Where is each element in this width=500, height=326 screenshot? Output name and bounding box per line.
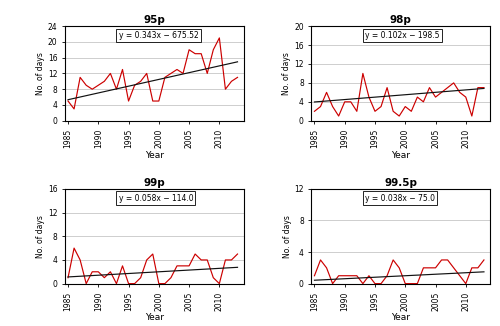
X-axis label: Year: Year	[145, 151, 164, 159]
Title: 99.5p: 99.5p	[384, 178, 417, 188]
Y-axis label: No. of days: No. of days	[36, 52, 45, 95]
X-axis label: Year: Year	[391, 313, 410, 322]
Y-axis label: No. of days: No. of days	[282, 52, 292, 95]
Text: y = 0.038x − 75.0: y = 0.038x − 75.0	[365, 194, 435, 203]
Y-axis label: No. of days: No. of days	[36, 215, 45, 258]
X-axis label: Year: Year	[391, 151, 410, 159]
X-axis label: Year: Year	[145, 313, 164, 322]
Text: y = 0.102x − 198.5: y = 0.102x − 198.5	[365, 31, 440, 40]
Title: 99p: 99p	[144, 178, 165, 188]
Text: y = 0.343x − 675.52: y = 0.343x − 675.52	[118, 31, 198, 40]
Title: 98p: 98p	[390, 15, 411, 25]
Y-axis label: No. of days: No. of days	[282, 215, 292, 258]
Text: y = 0.058x − 114.0: y = 0.058x − 114.0	[118, 194, 193, 203]
Title: 95p: 95p	[144, 15, 165, 25]
